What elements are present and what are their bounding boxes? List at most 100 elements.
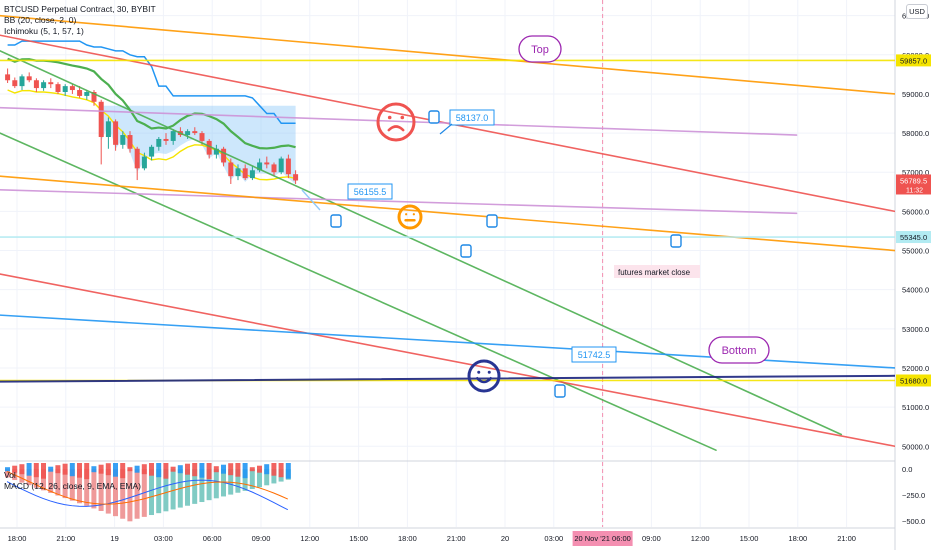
trend-line bbox=[0, 273, 895, 448]
y-tick-label: 59000.0 bbox=[902, 90, 929, 99]
crosshair-time-bg bbox=[572, 531, 633, 546]
macd-histogram-bar bbox=[41, 469, 46, 491]
macd-tick-label: −500.0 bbox=[902, 517, 925, 526]
face-eye bbox=[477, 370, 481, 374]
macd-histogram-bar bbox=[62, 469, 68, 499]
macd-histogram-bar bbox=[113, 469, 118, 517]
bb-legend[interactable]: BB (20, close, 2, 0) bbox=[4, 15, 77, 25]
bottom-callout[interactable]: Bottom bbox=[708, 336, 770, 364]
y-tick-label: 55000.0 bbox=[902, 247, 929, 256]
candle-body bbox=[257, 162, 263, 171]
signal-line bbox=[6, 471, 289, 505]
volume-bar bbox=[163, 463, 169, 479]
candle-body bbox=[113, 121, 119, 145]
chart-legend: BTCUSD Perpetual Contract, 30, BYBIT BB … bbox=[4, 4, 156, 37]
volume-bar bbox=[127, 467, 133, 472]
volume-bar bbox=[271, 463, 277, 476]
y-tick-label: 57000.0 bbox=[902, 168, 929, 177]
candle-body bbox=[264, 162, 270, 165]
callout-bubble bbox=[518, 35, 562, 63]
x-tick-label: 12:00 bbox=[691, 534, 710, 543]
trend-line bbox=[0, 175, 895, 252]
volume-bar bbox=[264, 464, 270, 475]
macd-histogram-bar bbox=[5, 469, 10, 478]
hand-pointer-icon bbox=[460, 244, 472, 258]
x-tick-label: 03:00 bbox=[544, 534, 563, 543]
macd-histogram-bar bbox=[156, 469, 162, 514]
price-tag-label: 55345.0 bbox=[900, 233, 927, 242]
grid bbox=[0, 0, 896, 550]
price-label-box bbox=[449, 109, 495, 126]
candle-body bbox=[192, 131, 198, 134]
candlestick-series bbox=[5, 68, 299, 184]
candle-body bbox=[48, 82, 54, 85]
candle-body bbox=[206, 140, 212, 155]
x-tick-label: 18:00 bbox=[8, 534, 27, 543]
y-tick-label: 50000.0 bbox=[902, 442, 929, 451]
candle-body bbox=[163, 138, 169, 141]
drawn-trend-lines[interactable] bbox=[0, 14, 895, 451]
macd-histogram-bar bbox=[213, 469, 219, 499]
candle-body bbox=[199, 133, 205, 141]
candle-body bbox=[242, 168, 248, 179]
vol-legend[interactable]: Vol bbox=[4, 470, 16, 480]
candle-body bbox=[84, 91, 90, 96]
macd-histogram-bar bbox=[249, 469, 255, 490]
trend-line bbox=[0, 132, 717, 451]
macd-histogram-bar bbox=[98, 469, 104, 511]
symbol-title[interactable]: BTCUSD Perpetual Contract, 30, BYBIT bbox=[4, 4, 156, 14]
volume-bar bbox=[206, 463, 212, 480]
top-callout[interactable]: Top bbox=[518, 35, 562, 63]
face-eye bbox=[405, 213, 408, 216]
volume-bar bbox=[134, 465, 140, 473]
volume-bar bbox=[19, 464, 25, 475]
chart-annotations[interactable]: Top Bottom 58137.0 56155.5 51742.5 futures ma… bbox=[301, 35, 770, 398]
volume-bar bbox=[192, 463, 198, 477]
pointer-arrow bbox=[301, 189, 321, 211]
callout-bubble bbox=[708, 336, 770, 364]
currency-button[interactable]: USD bbox=[906, 4, 928, 19]
x-tick-label: 21:00 bbox=[837, 534, 856, 543]
macd-histogram-bar bbox=[170, 469, 176, 510]
price-label-text: 56155.5 bbox=[354, 187, 387, 197]
macd-histogram-bar bbox=[185, 469, 190, 506]
ichimoku-legend[interactable]: Ichimoku (5, 1, 57, 1) bbox=[4, 26, 84, 36]
candle-body bbox=[285, 158, 291, 175]
y-tick-label: 53000.0 bbox=[902, 325, 929, 334]
trend-line bbox=[0, 50, 843, 436]
candle-body bbox=[12, 80, 18, 87]
volume-bar bbox=[242, 463, 248, 479]
volume-bar bbox=[170, 466, 176, 472]
price-label-box bbox=[571, 346, 617, 363]
callout-text: Bottom bbox=[722, 345, 757, 357]
macd-tick-label: 0.0 bbox=[902, 465, 912, 474]
macd-histogram-bar bbox=[48, 469, 54, 493]
face-eye bbox=[400, 115, 405, 120]
candle-body bbox=[170, 131, 176, 141]
price-tags: 59857.0 56789.5 11:32 55345.0 51680.0 bbox=[896, 54, 931, 387]
trend-line bbox=[0, 189, 798, 215]
candle-body bbox=[271, 164, 277, 173]
price-label-text: 58137.0 bbox=[456, 113, 489, 123]
volume-bar bbox=[91, 466, 97, 473]
candle-body bbox=[19, 76, 25, 87]
price-tag-bg bbox=[896, 231, 931, 244]
x-tick-label: 15:00 bbox=[740, 534, 759, 543]
macd-histogram-bar bbox=[163, 469, 169, 512]
x-tick-label: 19 bbox=[110, 534, 118, 543]
face-eye bbox=[487, 370, 491, 374]
macd-histogram-bar bbox=[33, 469, 39, 488]
macd-legend[interactable]: MACD (12, 26, close, 9, EMA, EMA) bbox=[4, 481, 141, 491]
x-tick-label: 09:00 bbox=[642, 534, 661, 543]
volume-bar bbox=[48, 466, 54, 472]
y-tick-label: 54000.0 bbox=[902, 286, 929, 295]
candle-body bbox=[221, 148, 227, 163]
macd-line bbox=[6, 479, 289, 511]
x-tick-label: 18:00 bbox=[788, 534, 807, 543]
y-tick-label: 56000.0 bbox=[902, 207, 929, 216]
candle-body bbox=[33, 80, 39, 89]
price-tag-bg bbox=[896, 174, 931, 195]
macd-histogram-bar bbox=[84, 469, 90, 506]
volume-bar bbox=[84, 463, 90, 480]
